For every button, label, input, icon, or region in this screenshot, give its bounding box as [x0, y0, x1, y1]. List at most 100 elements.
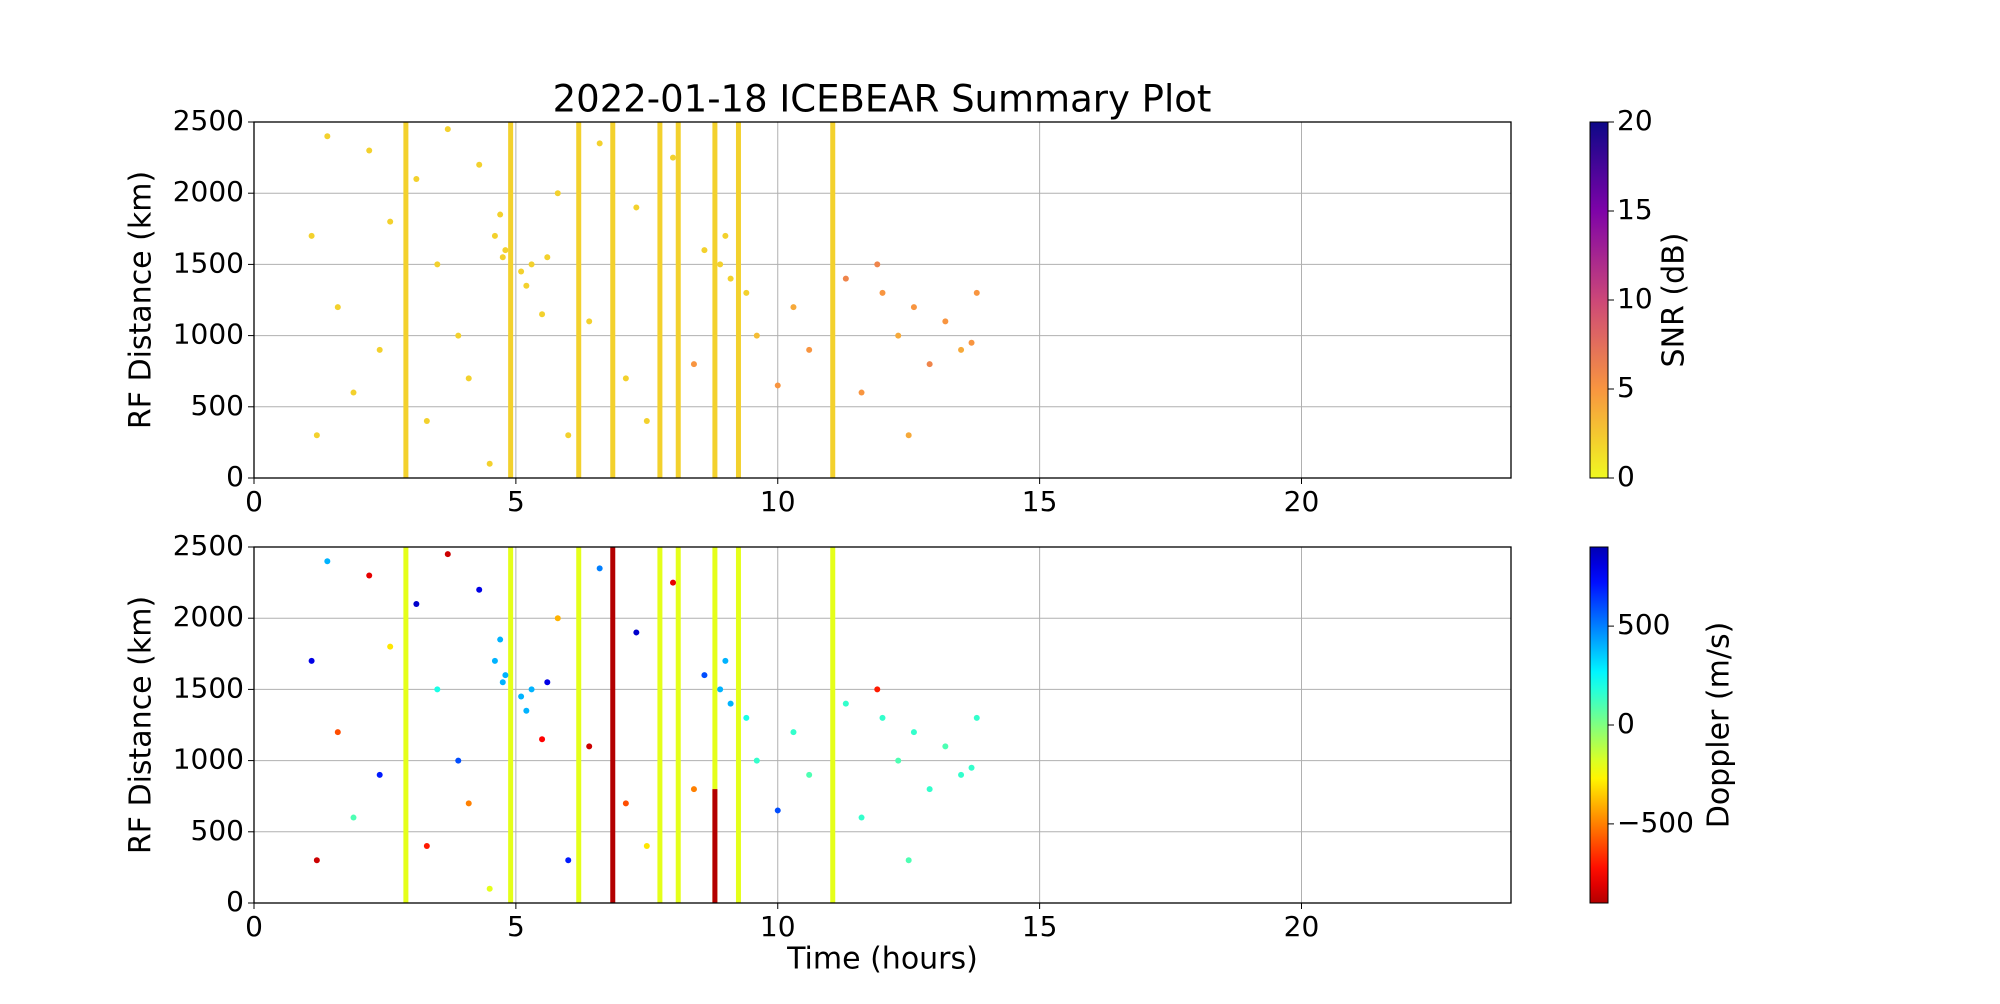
- point: [727, 275, 734, 282]
- x-tick-label: 10: [760, 485, 796, 518]
- point: [895, 332, 902, 339]
- point: [523, 707, 530, 714]
- point: [942, 318, 949, 325]
- point: [350, 814, 357, 821]
- point: [874, 261, 881, 268]
- point: [743, 714, 750, 721]
- point: [905, 432, 912, 439]
- point: [518, 268, 525, 275]
- point: [491, 232, 498, 239]
- point: [690, 361, 697, 368]
- point: [910, 304, 917, 311]
- point: [968, 764, 975, 771]
- point: [423, 843, 430, 850]
- y-tick-label: 1000: [173, 318, 244, 351]
- point: [565, 432, 572, 439]
- point: [434, 686, 441, 693]
- point: [539, 311, 546, 318]
- x-axis-label: Time (hours): [786, 942, 978, 977]
- point: [491, 657, 498, 664]
- point: [476, 586, 483, 593]
- colorbar-tick-label: 500: [1617, 608, 1670, 641]
- point: [701, 672, 708, 679]
- y-tick-label: 1000: [173, 743, 244, 776]
- point: [313, 432, 320, 439]
- x-tick-label: 0: [245, 910, 263, 943]
- point: [366, 147, 373, 154]
- colorbar-label: SNR (dB): [1657, 233, 1692, 368]
- point: [968, 339, 975, 346]
- y-tick-label: 1500: [173, 246, 244, 279]
- colorbar-tick-label: 20: [1617, 104, 1653, 137]
- x-tick-label: 20: [1284, 910, 1320, 943]
- point: [544, 254, 551, 261]
- x-tick-label: 0: [245, 485, 263, 518]
- point: [973, 289, 980, 296]
- point: [455, 332, 462, 339]
- point: [874, 686, 881, 693]
- point: [690, 786, 697, 793]
- x-tick-label: 5: [507, 485, 525, 518]
- point: [879, 714, 886, 721]
- point: [670, 154, 676, 161]
- point: [554, 615, 561, 622]
- colorbar-tick-label: 15: [1617, 193, 1653, 226]
- colorbar: [1589, 121, 1609, 479]
- y-tick-label: 0: [226, 885, 244, 918]
- point: [633, 204, 640, 211]
- point: [774, 807, 781, 814]
- point: [722, 232, 729, 239]
- point: [910, 729, 917, 736]
- x-tick-label: 15: [1022, 485, 1058, 518]
- point: [926, 786, 933, 793]
- point: [643, 843, 650, 850]
- point: [455, 757, 462, 764]
- point: [633, 629, 640, 636]
- x-tick-label: 5: [507, 910, 525, 943]
- point: [486, 460, 493, 467]
- point: [497, 636, 504, 643]
- colorbar-tick-label: 10: [1617, 282, 1653, 315]
- point: [444, 126, 451, 133]
- point: [596, 140, 603, 147]
- point: [774, 382, 781, 389]
- point: [413, 600, 420, 607]
- point: [499, 254, 506, 261]
- point: [753, 332, 760, 339]
- x-tick-label: 20: [1284, 485, 1320, 518]
- colorbar-tick-label: 0: [1617, 707, 1635, 740]
- point: [465, 800, 472, 807]
- y-axis-label: RF Distance (km): [124, 596, 159, 854]
- point: [502, 247, 509, 254]
- point: [643, 418, 650, 425]
- point: [376, 346, 383, 353]
- point: [622, 375, 629, 382]
- point: [717, 686, 724, 693]
- point: [308, 657, 315, 664]
- point: [313, 857, 320, 864]
- point: [528, 686, 535, 693]
- point: [324, 133, 331, 140]
- plot-frame: [253, 546, 1512, 904]
- y-tick-label: 0: [226, 460, 244, 493]
- point: [942, 743, 949, 750]
- point: [497, 211, 504, 218]
- point: [518, 693, 525, 700]
- colorbar-tick-label: −500: [1617, 806, 1694, 839]
- point: [895, 757, 902, 764]
- point: [905, 857, 912, 864]
- colorbar-tick-label: 5: [1617, 371, 1635, 404]
- point: [387, 218, 394, 225]
- point: [753, 757, 760, 764]
- point: [387, 643, 394, 650]
- point: [806, 771, 813, 778]
- point: [722, 657, 729, 664]
- x-tick-label: 15: [1022, 910, 1058, 943]
- point: [842, 700, 849, 707]
- point: [790, 304, 797, 311]
- point: [806, 346, 813, 353]
- point: [958, 346, 965, 353]
- point: [528, 261, 535, 268]
- point: [858, 814, 865, 821]
